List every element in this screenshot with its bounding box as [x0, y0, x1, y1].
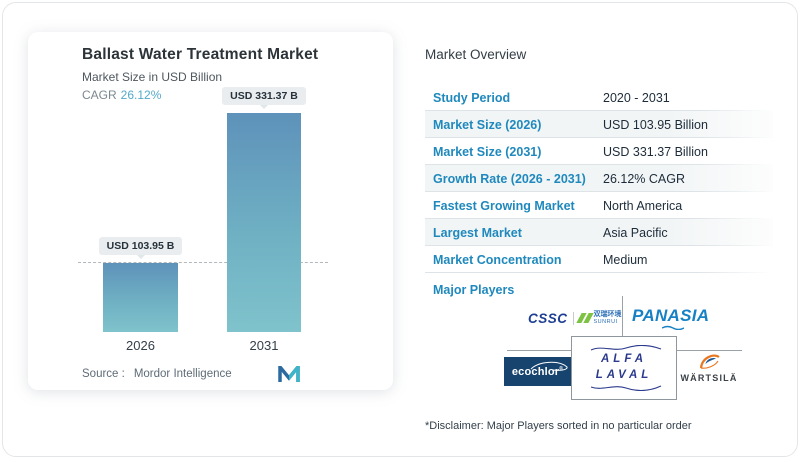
chart-card: Ballast Water Treatment Market Market Si…	[28, 32, 393, 390]
panasia-wordmark: PANASIA	[632, 306, 710, 325]
cssc-divider	[572, 311, 574, 325]
x-axis-label-2031: 2031	[249, 338, 279, 353]
row-value: USD 103.95 Billion	[603, 117, 708, 132]
row-value: USD 331.37 Billion	[603, 144, 708, 159]
disclaimer-text: *Disclaimer: Major Players sorted in no …	[425, 420, 692, 432]
bar-2026	[103, 263, 178, 332]
alfa-laval-wave-icon	[590, 385, 661, 391]
table-row: Market Concentration Medium	[425, 246, 773, 273]
bar-column-2031: USD 331.37 B	[222, 87, 306, 332]
bar-chart-plot-area: USD 103.95 B USD 331.37 B	[78, 87, 330, 332]
mordor-intelligence-logo-icon	[278, 362, 300, 387]
source-value: Mordor Intelligence	[133, 368, 232, 380]
cagr-label: CAGR	[82, 88, 117, 102]
wartsila-swirl-icon	[699, 354, 720, 369]
sunrui-cn-label: 双瑞环境	[593, 311, 622, 319]
alfa-laval-wordmark: ALFA LAVAL	[590, 345, 661, 391]
source-label: Source :	[82, 368, 125, 380]
table-row: Growth Rate (2026 - 2031) 26.12% CAGR	[425, 165, 773, 192]
row-label: Growth Rate (2026 - 2031)	[433, 171, 586, 186]
bar-column-2026: USD 103.95 B	[98, 237, 183, 332]
major-players-label: Major Players	[433, 283, 515, 297]
connector-vertical-line	[622, 296, 623, 336]
value-pill-2026: USD 103.95 B	[98, 237, 183, 255]
row-label: Fastest Growing Market	[433, 198, 575, 213]
table-row: Largest Market Asia Pacific	[425, 219, 773, 246]
row-label: Market Concentration	[433, 252, 562, 267]
row-label: Market Size (2026)	[433, 117, 542, 132]
row-value: Asia Pacific	[603, 225, 668, 240]
value-pill-2031: USD 331.37 B	[222, 87, 306, 105]
x-axis-label-2026: 2026	[126, 338, 155, 353]
row-label: Study Period	[433, 90, 511, 105]
table-row: Market Size (2026) USD 103.95 Billion	[425, 111, 773, 138]
sunrui-en-label: SUNRUI	[593, 318, 618, 325]
row-value: 2020 - 2031	[603, 90, 670, 105]
cagr-value: 26.12%	[120, 88, 162, 102]
table-row: Fastest Growing Market North America	[425, 192, 773, 219]
chart-subtitle: Market Size in USD Billion	[82, 70, 223, 84]
connector-horizontal-line-right	[675, 350, 742, 351]
cssc-wordmark: CSSC	[528, 310, 568, 326]
baseline-dashed-line	[78, 262, 328, 263]
wartsila-logo: WÄRTSILÄ	[676, 351, 742, 383]
overview-table: Study Period 2020 - 2031 Market Size (20…	[425, 84, 773, 273]
sunrui-chevrons-icon	[575, 313, 594, 323]
table-row: Market Size (2031) USD 331.37 Billion	[425, 138, 773, 165]
panasia-wave-icon	[662, 325, 684, 330]
bar-2031	[227, 113, 301, 332]
table-row: Study Period 2020 - 2031	[425, 84, 773, 111]
chart-title: Ballast Water Treatment Market	[82, 46, 319, 63]
row-value: Medium	[603, 252, 648, 267]
row-value: 26.12% CAGR	[603, 171, 685, 186]
connector-horizontal-line-left	[507, 350, 571, 351]
cagr-line: CAGR 26.12%	[82, 88, 161, 102]
panasia-logo: PANASIA	[632, 306, 710, 330]
row-value: North America	[603, 198, 683, 213]
cssc-sunrui-logo: CSSC 双瑞环境 SUNRUI	[528, 309, 622, 327]
wartsila-wordmark: WÄRTSILÄ	[680, 373, 738, 383]
ecochlor-logo: ecochlor®	[504, 357, 571, 386]
alfa-laval-wave-icon	[590, 345, 661, 351]
row-label: Market Size (2031)	[433, 144, 542, 159]
market-overview-title: Market Overview	[425, 47, 527, 62]
ecochlor-swoosh-icon	[530, 361, 568, 371]
row-label: Largest Market	[433, 225, 522, 240]
source-row: Source : Mordor Intelligence	[82, 368, 232, 380]
sunrui-text-block: 双瑞环境 SUNRUI	[594, 311, 622, 325]
alfa-laval-logo-box: ALFA LAVAL	[571, 336, 677, 400]
